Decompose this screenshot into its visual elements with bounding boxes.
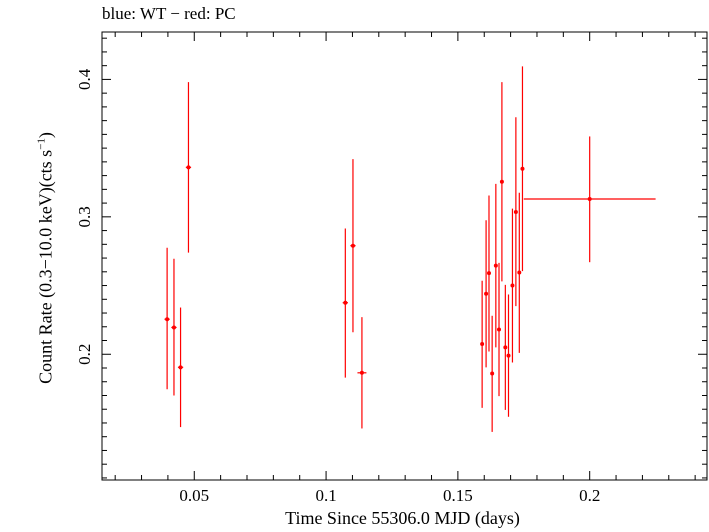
data-marks [164, 66, 656, 432]
point-marker [486, 271, 491, 276]
y-axis-label: Count Rate (0.3−10.0 keV)(cts s−1) [36, 132, 57, 384]
chart-title: blue: WT − red: PC [102, 4, 236, 23]
data-point [171, 258, 177, 396]
data-point [499, 82, 504, 282]
data-point [342, 228, 348, 378]
data-point [493, 183, 498, 348]
data-point [520, 66, 525, 272]
data-point [177, 307, 184, 428]
point-marker [343, 300, 348, 305]
data-point [503, 284, 508, 410]
x-tick-label: 0.05 [179, 486, 209, 505]
x-axis-label: Time Since 55306.0 MJD (days) [285, 508, 520, 528]
data-point [484, 220, 489, 368]
point-marker [503, 345, 508, 350]
y-tick-label: 0.4 [75, 68, 94, 90]
point-marker [520, 166, 525, 171]
point-marker [178, 365, 183, 370]
y-axis-label-main: Count Rate (0.3−10.0 keV)(cts s [35, 149, 56, 384]
point-marker [490, 371, 495, 376]
data-point [523, 136, 656, 263]
point-marker [506, 353, 511, 358]
y-tick-label: 0.2 [75, 344, 94, 365]
data-point [164, 247, 170, 390]
y-axis-label-end: ) [35, 132, 56, 139]
data-point [486, 195, 491, 352]
data-point [517, 192, 522, 353]
point-marker [359, 370, 364, 375]
point-marker [497, 327, 502, 332]
data-point [497, 262, 502, 397]
point-marker [165, 317, 170, 322]
point-marker [587, 196, 592, 201]
data-point [357, 317, 367, 429]
point-marker [499, 179, 504, 184]
x-tick-label: 0.2 [579, 486, 600, 505]
x-tick-label: 0.1 [315, 486, 336, 505]
axes: 0.05 0.1 0.15 0.2 0.2 0.3 0.4 [75, 32, 707, 505]
data-point [350, 159, 356, 333]
y-axis-label-superscript: −1 [35, 138, 48, 150]
point-marker [171, 325, 176, 330]
x-tick-label: 0.15 [443, 486, 473, 505]
point-marker [484, 291, 489, 296]
data-point [506, 294, 511, 417]
data-point [510, 208, 515, 363]
point-marker [510, 283, 515, 288]
point-marker [493, 263, 498, 268]
point-marker [480, 341, 485, 346]
plot-frame [101, 31, 708, 481]
y-tick-label: 0.3 [75, 206, 94, 227]
data-point [185, 82, 192, 253]
point-marker [186, 165, 191, 170]
point-marker [513, 210, 518, 215]
point-marker [350, 243, 355, 248]
point-marker [517, 270, 522, 275]
data-point [480, 280, 485, 408]
data-point [490, 315, 495, 432]
data-point [513, 117, 518, 307]
